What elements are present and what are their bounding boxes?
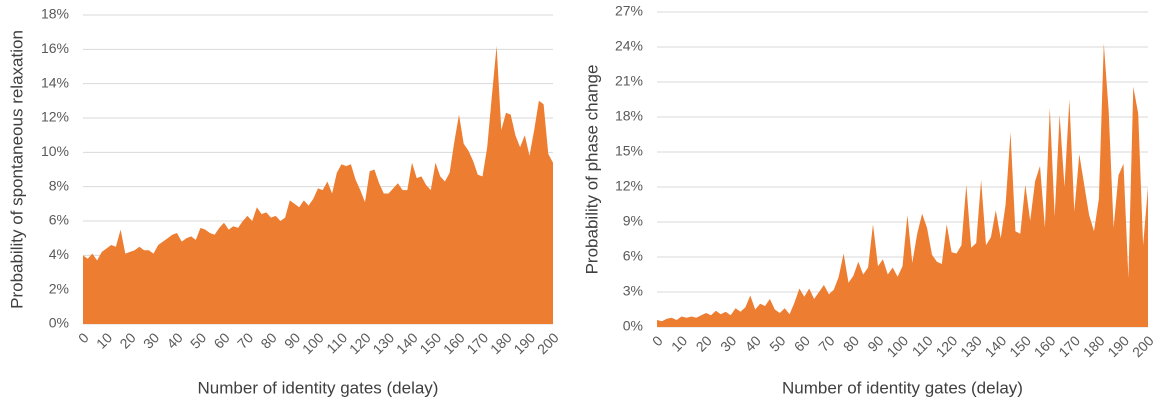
y-tick-label: 16% (41, 40, 69, 56)
y-tick-label: 0% (623, 318, 643, 334)
x-tick-label: 190 (1104, 332, 1132, 360)
y-tick-label: 6% (623, 248, 643, 264)
area (83, 45, 553, 325)
x-tick-label: 140 (393, 329, 421, 357)
area (657, 43, 1148, 327)
x-tick-label: 110 (909, 332, 936, 359)
x-tick-label: 50 (187, 329, 209, 351)
x-tick-label: 130 (957, 332, 985, 360)
x-tick-label: 200 (1129, 332, 1153, 360)
y-tick-label: 0% (49, 315, 69, 331)
y-tick-label: 10% (41, 143, 69, 159)
y-tick-label: 6% (49, 212, 69, 228)
y-axis-title: Probability of phase change (582, 65, 601, 275)
y-tick-label: 8% (49, 177, 69, 193)
x-tick-label: 100 (299, 329, 327, 357)
x-tick-label: 50 (766, 332, 788, 354)
y-tick-label: 27% (615, 3, 643, 19)
x-tick-label: 80 (840, 332, 862, 354)
x-tick-label: 30 (140, 329, 162, 351)
x-tick-label: 180 (1080, 332, 1108, 360)
x-axis-title: Number of identity gates (delay) (782, 378, 1023, 397)
x-tick-label: 190 (510, 329, 538, 357)
y-tick-label: 2% (49, 280, 69, 296)
x-tick-label: 140 (982, 332, 1010, 360)
x-tick-label: 40 (163, 329, 185, 351)
y-tick-label: 12% (615, 178, 643, 194)
x-tick-label: 130 (369, 329, 397, 357)
x-tick-label: 120 (933, 332, 961, 360)
y-tick-label: 18% (41, 6, 69, 22)
x-tick-label: 120 (346, 329, 374, 357)
y-tick-label: 4% (49, 246, 69, 262)
y-tick-label: 15% (615, 143, 643, 159)
x-tick-label: 160 (440, 329, 468, 357)
x-tick-label: 70 (234, 329, 256, 351)
y-tick-label: 12% (41, 109, 69, 125)
x-tick-label: 150 (1006, 332, 1034, 360)
x-tick-label: 90 (864, 332, 886, 354)
x-tick-label: 170 (1055, 332, 1083, 360)
x-tick-label: 150 (416, 329, 444, 357)
y-tick-label: 18% (615, 108, 643, 124)
x-tick-label: 70 (815, 332, 837, 354)
x-tick-label: 0 (75, 329, 92, 346)
y-tick-label: 3% (623, 283, 643, 299)
y-tick-label: 14% (41, 74, 69, 90)
x-tick-label: 170 (463, 329, 491, 357)
x-tick-label: 180 (487, 329, 515, 357)
y-axis-title: Probability of spontaneous relaxation (7, 30, 26, 309)
x-tick-label: 40 (742, 332, 764, 354)
x-tick-label: 200 (534, 329, 562, 357)
x-tick-label: 80 (257, 329, 279, 351)
x-tick-label: 160 (1031, 332, 1059, 360)
y-tick-label: 9% (623, 213, 643, 229)
x-tick-label: 60 (210, 329, 232, 351)
x-axis-title: Number of identity gates (delay) (198, 378, 439, 397)
x-tick-label: 10 (668, 332, 690, 354)
x-tick-label: 60 (791, 332, 813, 354)
x-tick-label: 20 (116, 329, 138, 351)
x-tick-label: 30 (717, 332, 739, 354)
x-tick-label: 100 (883, 332, 911, 360)
y-tick-label: 21% (615, 73, 643, 89)
x-tick-label: 0 (649, 332, 666, 349)
y-tick-label: 24% (615, 38, 643, 54)
x-tick-label: 10 (93, 329, 115, 351)
x-tick-label: 20 (693, 332, 715, 354)
x-tick-label: 110 (323, 329, 350, 356)
